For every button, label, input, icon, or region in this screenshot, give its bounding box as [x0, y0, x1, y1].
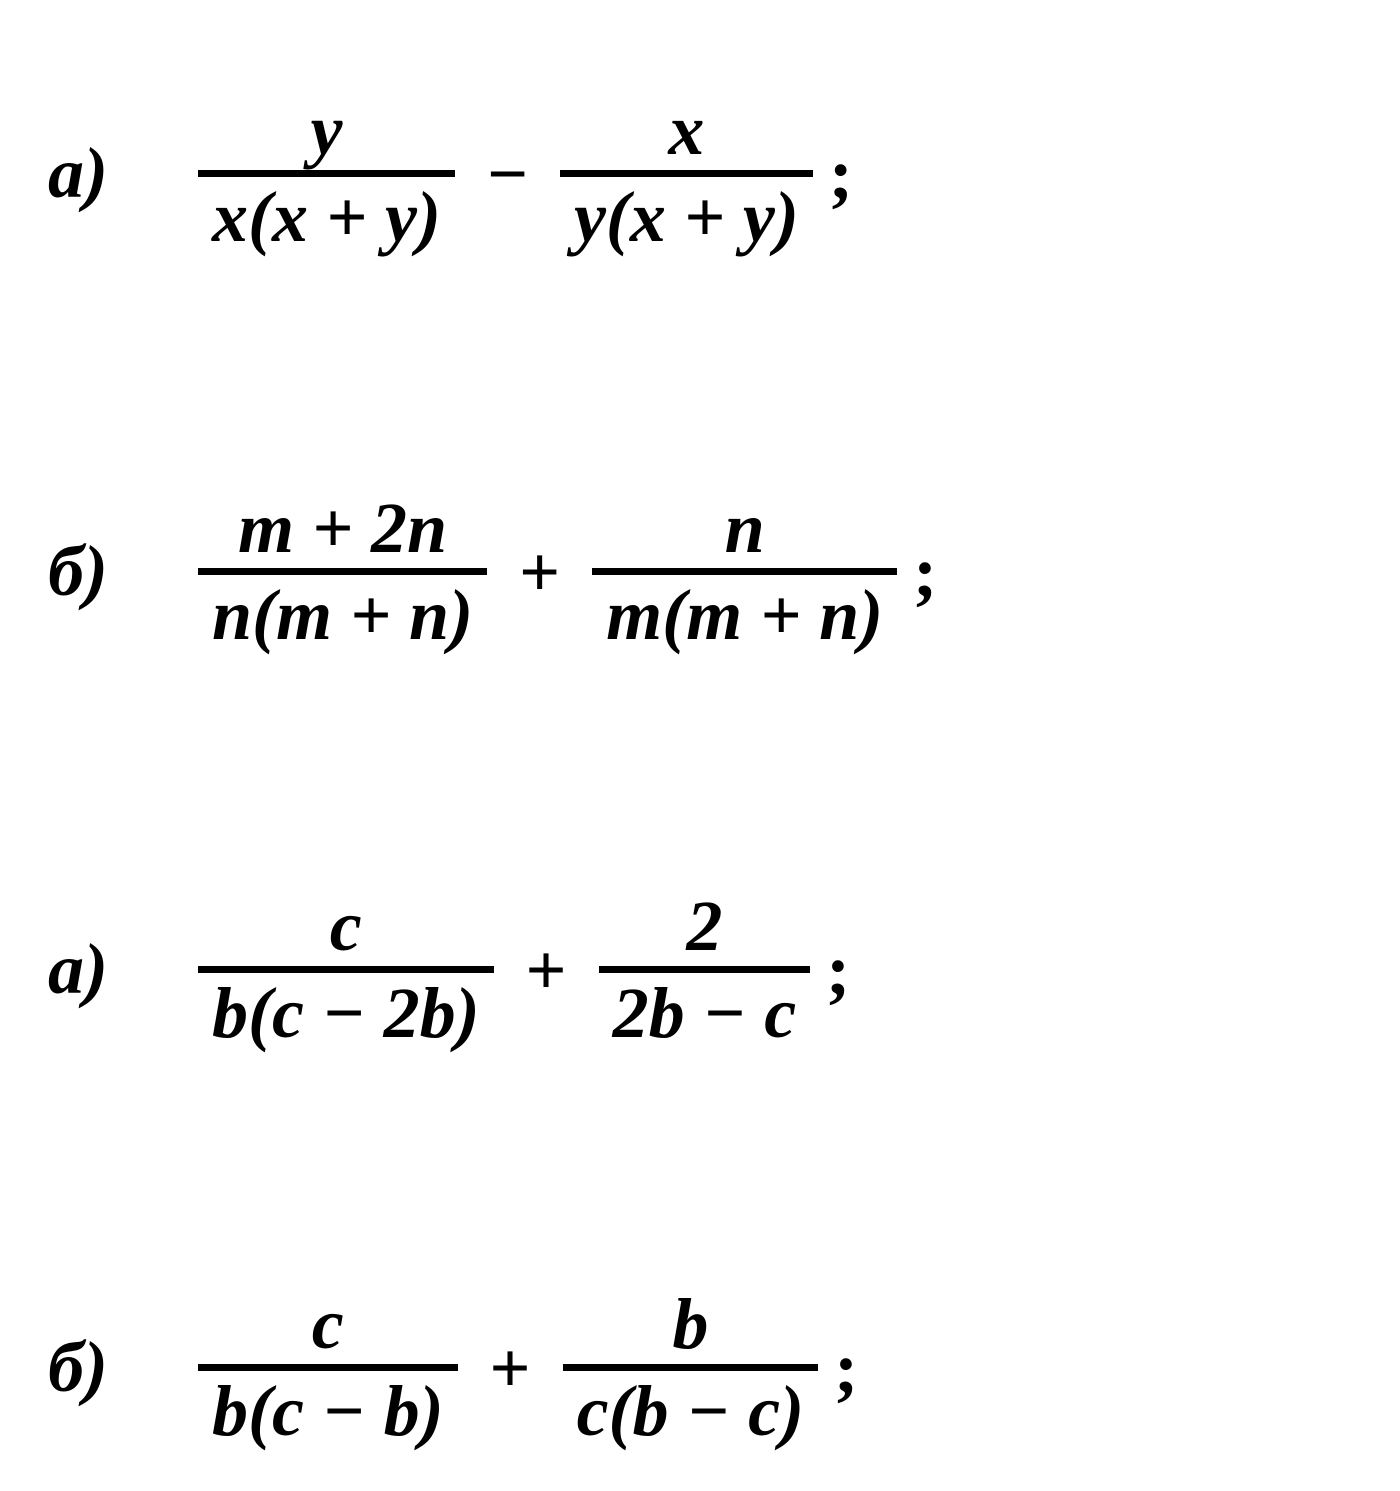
exercise-row: б) m + 2n n(m + n) + n m(m + n) ;: [40, 488, 1360, 655]
denominator: b(c − b): [198, 1364, 458, 1451]
numerator: b: [658, 1284, 722, 1364]
denominator: 2b − c: [599, 966, 811, 1053]
numerator: n: [711, 488, 779, 568]
fraction-1: y x(x + y): [188, 90, 465, 257]
expression: c b(c − b) + b c(b − c) ;: [188, 1284, 858, 1451]
denominator: n(m + n): [198, 568, 487, 655]
row-label: а): [40, 928, 188, 1011]
denominator: b(c − 2b): [198, 966, 494, 1053]
denominator: c(b − c): [563, 1364, 819, 1451]
terminator: ;: [823, 138, 853, 210]
denominator: x(x + y): [198, 170, 455, 257]
fraction-2: 2 2b − c: [589, 886, 821, 1053]
numerator: x: [654, 90, 718, 170]
numerator: y: [296, 90, 356, 170]
denominator: y(x + y): [560, 170, 813, 257]
numerator: c: [316, 886, 376, 966]
expression: y x(x + y) − x y(x + y) ;: [188, 90, 853, 257]
operator: −: [465, 138, 550, 210]
math-exercise-page: а) y x(x + y) − x y(x + y) ; б) m + 2n n…: [0, 0, 1400, 1491]
fraction-2: x y(x + y): [550, 90, 823, 257]
fraction-1: c b(c − 2b): [188, 886, 504, 1053]
fraction-2: b c(b − c): [553, 1284, 829, 1451]
exercise-row: б) c b(c − b) + b c(b − c) ;: [40, 1284, 1360, 1451]
terminator: ;: [820, 934, 850, 1006]
fraction-1: c b(c − b): [188, 1284, 468, 1451]
operator: +: [504, 934, 589, 1006]
numerator: m + 2n: [224, 488, 461, 568]
numerator: 2: [672, 886, 736, 966]
denominator: m(m + n): [592, 568, 897, 655]
expression: m + 2n n(m + n) + n m(m + n) ;: [188, 488, 937, 655]
row-label: б): [40, 1326, 188, 1409]
fraction-2: n m(m + n): [582, 488, 907, 655]
row-label: а): [40, 132, 188, 215]
operator: +: [497, 536, 582, 608]
terminator: ;: [907, 536, 937, 608]
exercise-row: а) c b(c − 2b) + 2 2b − c ;: [40, 886, 1360, 1053]
exercise-row: а) y x(x + y) − x y(x + y) ;: [40, 90, 1360, 257]
operator: +: [468, 1332, 553, 1404]
terminator: ;: [828, 1332, 858, 1404]
numerator: c: [298, 1284, 358, 1364]
row-label: б): [40, 530, 188, 613]
expression: c b(c − 2b) + 2 2b − c ;: [188, 886, 850, 1053]
fraction-1: m + 2n n(m + n): [188, 488, 497, 655]
